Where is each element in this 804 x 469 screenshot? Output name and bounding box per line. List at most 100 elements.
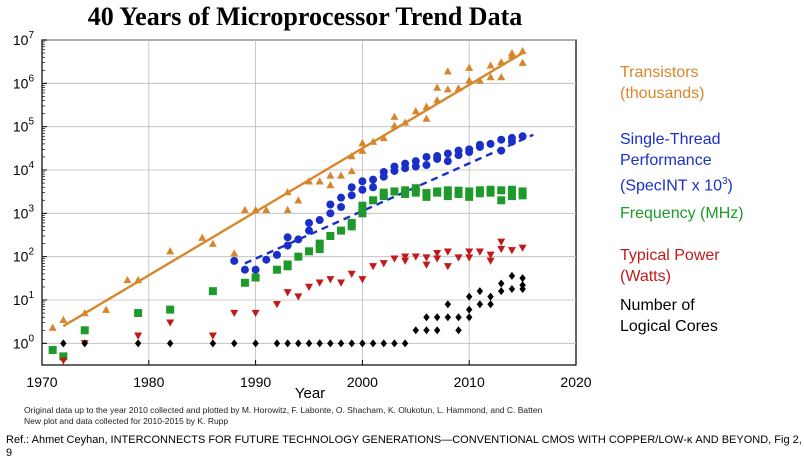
point-power <box>454 254 463 262</box>
point-single-thread <box>294 235 303 244</box>
point-single-thread <box>305 226 313 235</box>
point-single-thread <box>240 265 249 274</box>
point-single-thread <box>283 241 292 250</box>
point-frequency <box>475 189 484 198</box>
point-power <box>465 248 474 256</box>
point-power <box>411 253 420 261</box>
y-tick-label: 103 <box>13 203 35 221</box>
point-frequency <box>240 278 249 287</box>
point-frequency <box>134 309 143 318</box>
point-transistors <box>465 63 474 71</box>
point-transistors <box>294 196 303 204</box>
y-tick-label: 102 <box>13 247 35 265</box>
legend-single-thread-line1: Single-Thread <box>620 131 721 148</box>
point-frequency <box>443 192 452 201</box>
point-frequency <box>315 239 324 248</box>
point-frequency <box>347 222 356 231</box>
point-cores <box>498 287 505 296</box>
point-transistors <box>411 106 420 115</box>
point-transistors <box>518 46 527 55</box>
series-cores <box>60 271 526 348</box>
point-power <box>433 255 442 263</box>
point-power <box>401 253 410 261</box>
point-power <box>230 309 239 318</box>
point-frequency <box>422 189 431 198</box>
point-single-thread <box>262 255 271 264</box>
point-power <box>497 238 506 246</box>
point-cores <box>519 274 526 283</box>
point-cores <box>466 305 473 314</box>
point-cores <box>519 284 526 293</box>
x-axis-label: Year <box>295 385 325 402</box>
point-cores <box>60 339 67 348</box>
point-cores <box>391 339 398 348</box>
point-transistors <box>422 114 431 122</box>
legend-transistors-line1: Transistors <box>620 64 699 81</box>
point-cores <box>433 326 441 335</box>
point-cores <box>337 339 345 348</box>
point-transistors <box>326 171 335 179</box>
point-power <box>518 244 527 252</box>
point-transistors <box>262 205 271 214</box>
point-frequency <box>251 273 260 282</box>
point-single-thread <box>465 148 474 157</box>
point-frequency <box>465 187 474 196</box>
point-frequency <box>401 189 410 198</box>
point-transistors <box>326 181 335 189</box>
point-single-thread <box>433 152 442 161</box>
point-transistors <box>518 58 527 66</box>
point-power <box>422 254 431 262</box>
point-transistors <box>433 83 442 91</box>
legend-frequency-line1: Frequency (MHz) <box>620 205 744 222</box>
point-cores <box>252 339 259 348</box>
point-transistors <box>198 233 207 241</box>
point-transistors <box>337 171 346 179</box>
legend-single-thread-suffix: ) <box>727 177 733 195</box>
point-cores <box>498 279 505 288</box>
point-single-thread <box>475 142 484 151</box>
point-power <box>390 255 399 263</box>
point-transistors <box>102 305 111 313</box>
point-single-thread <box>358 185 367 194</box>
point-transistors <box>486 61 495 69</box>
source-note-original: Original data up to the year 2010 collec… <box>24 405 543 415</box>
point-frequency <box>358 201 367 210</box>
point-transistors <box>497 58 506 66</box>
point-power <box>358 276 367 284</box>
point-transistors <box>454 84 463 92</box>
reference-citation: Ref.: Ahmet Ceyhan, INTERCONNECTS FOR FU… <box>6 434 802 459</box>
point-single-thread <box>443 157 452 166</box>
point-single-thread <box>390 162 399 171</box>
point-power <box>443 248 452 256</box>
point-cores <box>476 287 484 296</box>
point-power <box>134 332 143 340</box>
x-tick-label: 2000 <box>347 374 378 390</box>
series-frequency <box>48 184 527 361</box>
point-power <box>465 254 474 262</box>
point-power <box>347 270 356 278</box>
point-transistors <box>59 315 68 323</box>
point-power <box>475 248 484 256</box>
point-cores <box>466 313 473 322</box>
y-tick-label: 105 <box>13 117 35 135</box>
point-frequency <box>326 231 335 240</box>
point-cores <box>487 292 494 301</box>
point-single-thread <box>305 218 313 227</box>
point-frequency <box>454 189 463 198</box>
point-power <box>337 279 346 287</box>
point-frequency <box>497 196 506 205</box>
point-cores <box>209 339 217 348</box>
point-transistors <box>208 239 217 247</box>
point-frequency <box>80 326 89 335</box>
point-cores <box>401 339 409 348</box>
point-frequency <box>411 184 420 193</box>
x-tick-label: 2010 <box>454 374 485 390</box>
point-power <box>433 250 442 258</box>
point-transistors <box>507 49 516 57</box>
point-cores <box>423 326 430 335</box>
point-transistors <box>358 138 367 147</box>
point-transistors <box>443 85 452 93</box>
point-frequency <box>497 186 506 195</box>
point-cores <box>134 339 142 348</box>
